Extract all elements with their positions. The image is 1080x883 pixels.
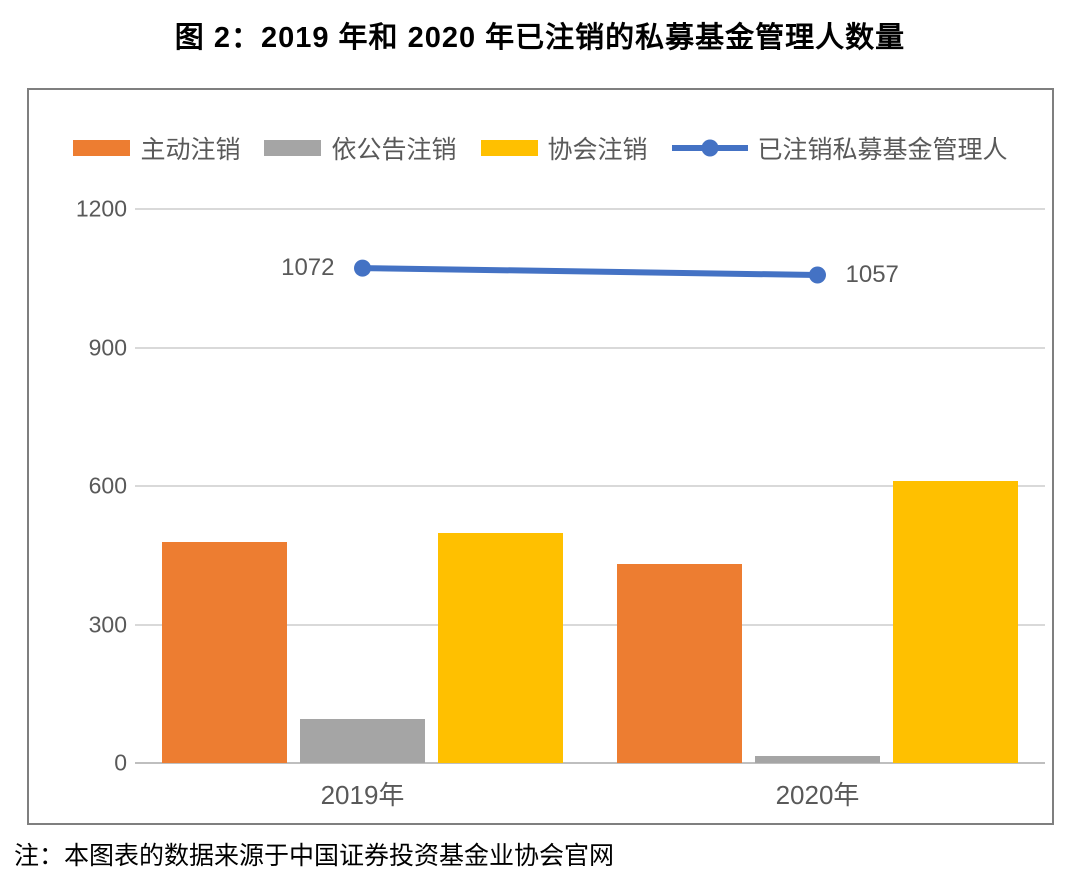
legend-label-announcement-deregistration: 依公告注销 [331,136,457,164]
legend-item-active-deregistration: 主动注销 [73,130,240,166]
legend-item-announcement-deregistration: 依公告注销 [264,130,457,166]
bar-active-deregistration-2019 [162,541,287,763]
gridline-1200 [135,208,1045,210]
y-tick-0: 0 [114,749,127,776]
y-tick-300: 300 [88,611,127,637]
legend-label-deregistered-managers: 已注销私募基金管理人 [757,136,1008,164]
y-tick-1200: 1200 [75,195,127,222]
x-axis-label-2019: 2019年 [320,780,405,810]
plot-area: 0 300 600 900 1200 2019年 2020年 1072 1057 [76,196,1045,810]
gridline-900 [135,346,1045,349]
bar-active-deregistration-2020 [617,564,742,763]
line-data-label-2020: 1057 [845,261,899,289]
bar-announcement-deregistration-2020 [755,756,880,763]
legend-line-marker-icon [671,139,748,157]
chart-title: 图 2：2019 年和 2020 年已注销的私募基金管理人数量 [174,22,906,54]
legend-swatch-announcement-deregistration [264,140,322,156]
legend-swatch-association-deregistration [480,140,538,156]
bar-association-deregistration-2020 [893,480,1018,763]
legend-item-association-deregistration: 协会注销 [480,130,648,166]
gridline-300 [135,623,1045,626]
legend-label-active-deregistration: 主动注销 [140,136,241,164]
legend-item-deregistered-managers: 已注销私募基金管理人 [671,130,1008,166]
x-axis-line [135,762,1045,764]
legend-swatch-active-deregistration [73,140,131,156]
bar-announcement-deregistration-2019 [300,719,425,763]
legend-line-dot-icon [701,139,719,157]
chart-frame: 主动注销 依公告注销 协会注销 已注销私募基金管理人 0 300 600 900 1200 20… [27,88,1054,825]
line-series [354,259,826,284]
y-tick-900: 900 [88,334,127,360]
bar-association-deregistration-2019 [438,533,563,763]
line-data-label-2019: 1072 [281,254,335,282]
x-axis-label-2020: 2020年 [775,780,860,810]
source-note: 注：本图表的数据来源于中国证券投资基金业协会官网 [14,842,615,870]
legend: 主动注销 依公告注销 协会注销 已注销私募基金管理人 [29,130,1052,166]
legend-label-association-deregistration: 协会注销 [547,136,648,164]
y-tick-600: 600 [88,472,127,499]
gridline-600 [135,485,1045,487]
